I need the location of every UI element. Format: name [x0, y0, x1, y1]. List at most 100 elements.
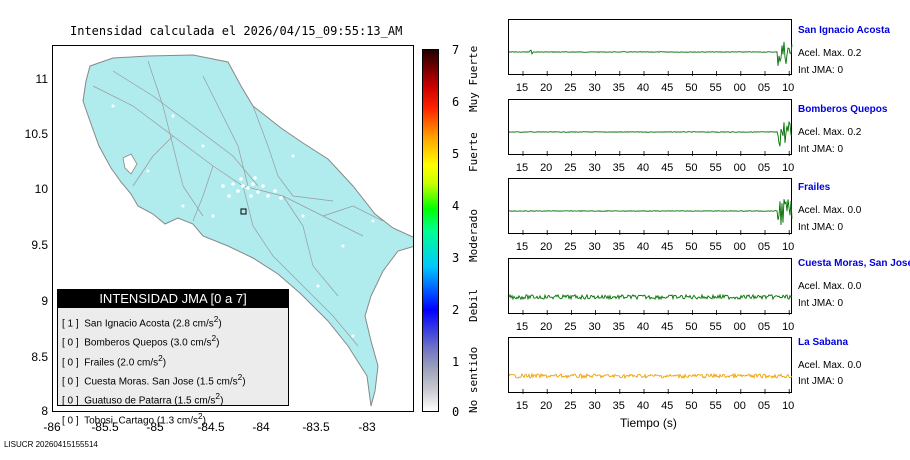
trace-panel-bomberos-quepos[interactable] — [508, 99, 793, 156]
trace-xtick: 40 — [636, 162, 650, 174]
map-xtick: -85 — [146, 420, 164, 434]
trace-xtick: 05 — [757, 400, 771, 412]
trace-xtick: 20 — [540, 400, 553, 412]
intensity-colorbar — [422, 49, 439, 412]
map-ytick: 11 — [35, 72, 48, 86]
colorbar-number: 2 — [452, 303, 460, 317]
trace-xtick: 25 — [564, 82, 577, 94]
trace-xtick: 15 — [515, 400, 529, 412]
trace-xtick: 55 — [709, 82, 722, 94]
trace-xtick: 10 — [782, 321, 795, 333]
map-ytick: 9.5 — [31, 238, 48, 252]
trace-xtick: 05 — [757, 321, 771, 333]
station-jma: Int JMA: 0 — [798, 222, 844, 233]
trace-panel-frailes[interactable] — [508, 178, 793, 235]
waveform-line — [509, 293, 793, 301]
legend-row: [ 0 ] Guatuso de Patarra (1.5 cm/s2) — [62, 391, 224, 407]
map-xtick: -86 — [43, 420, 61, 434]
trace-xtick: 05 — [757, 162, 771, 174]
station-name[interactable]: La Sabana — [798, 337, 849, 348]
legend-title: INTENSIDAD JMA [0 a 7] — [58, 290, 288, 308]
colorbar-word: Debil — [467, 288, 480, 322]
trace-panel-san-ignacio[interactable] — [508, 19, 793, 76]
colorbar-word: Moderado — [467, 209, 480, 262]
colorbar-number: 5 — [452, 147, 460, 161]
station-name[interactable]: San Ignacio Acosta — [798, 25, 890, 36]
map-xtick: -85.5 — [91, 420, 119, 434]
colorbar-number: 0 — [452, 405, 460, 419]
trace-xtick: 20 — [540, 162, 553, 174]
trace-xtick: 40 — [636, 82, 650, 94]
station-acel: Acel. Max. 0.0 — [798, 205, 862, 216]
trace-xtick: 55 — [709, 241, 722, 253]
station-jma: Int JMA: 0 — [798, 376, 844, 387]
nicoya-gulf — [122, 153, 138, 175]
colorbar-number: 4 — [452, 199, 460, 213]
trace-xtick: 30 — [588, 400, 601, 412]
station-jma: Int JMA: 0 — [798, 144, 844, 155]
waveform-line — [509, 199, 793, 226]
trace-panel-la-sabana[interactable] — [508, 337, 793, 394]
trace-xtick: 45 — [661, 162, 674, 174]
intensity-legend: INTENSIDAD JMA [0 a 7] [ 1 ] San Ignacio… — [57, 289, 289, 426]
trace-xtick: 20 — [540, 321, 553, 333]
country-shape — [82, 54, 413, 407]
map-ytick: 10.5 — [24, 127, 48, 141]
trace-xtick: 30 — [588, 162, 601, 174]
trace-xtick: 05 — [757, 82, 771, 94]
trace-xtick: 55 — [709, 400, 722, 412]
map-xtick: -84 — [252, 420, 270, 434]
trace-xtick: 10 — [782, 82, 795, 94]
trace-xtick: 25 — [564, 321, 577, 333]
map-ytick: 8.5 — [31, 350, 48, 364]
map-ytick: 10 — [34, 182, 48, 196]
trace-grid-ticks — [522, 389, 790, 394]
waveform-line — [509, 120, 793, 147]
waveform-line — [509, 372, 793, 380]
trace-xtick: 00 — [733, 400, 746, 412]
trace-xtick: 20 — [540, 82, 553, 94]
trace-xtick: 35 — [612, 400, 625, 412]
seismogram-trace — [509, 41, 793, 76]
trace-xtick: 45 — [661, 400, 674, 412]
trace-xtick: 00 — [733, 321, 746, 333]
trace-xtick: 45 — [661, 82, 674, 94]
road-network — [92, 60, 384, 347]
footer-id: LISUCR 20260415155514 — [4, 440, 98, 449]
trace-xtick: 00 — [733, 82, 746, 94]
station-name[interactable]: Bomberos Quepos — [798, 104, 888, 115]
trace-xtick: 45 — [661, 321, 674, 333]
station-name[interactable]: Cuesta Moras, San Jose — [798, 258, 910, 269]
trace-xtick: 00 — [733, 162, 746, 174]
seismogram-trace — [509, 199, 793, 235]
colorbar-word: Muy Fuerte — [467, 45, 480, 112]
trace-grid-ticks — [522, 310, 790, 315]
trace-grid-ticks — [522, 230, 790, 235]
trace-xtick: 55 — [709, 321, 722, 333]
station-acel: Acel. Max. 0.2 — [798, 48, 862, 59]
colorbar-word: No sentido — [467, 346, 480, 413]
station-jma: Int JMA: 0 — [798, 298, 844, 309]
trace-xtick: 35 — [612, 162, 625, 174]
trace-xtick: 10 — [782, 241, 795, 253]
legend-row: [ 1 ] San Ignacio Acosta (2.8 cm/s2) — [62, 314, 222, 330]
trace-xtick: 50 — [685, 162, 698, 174]
trace-xtick: 50 — [685, 241, 698, 253]
legend-row: [ 0 ] Tobosi. Cartago (1.3 cm/s2) — [62, 410, 206, 426]
colorbar-number: 1 — [452, 355, 460, 369]
costa-rica-map — [82, 54, 413, 407]
colorbar-number: 7 — [452, 43, 460, 57]
map-xtick: -83 — [358, 420, 376, 434]
station-name[interactable]: Frailes — [798, 182, 831, 193]
trace-xtick: 45 — [661, 241, 674, 253]
colorbar-word: Fuerte — [467, 132, 480, 172]
trace-xtick: 30 — [588, 321, 601, 333]
trace-xtick: 15 — [515, 241, 529, 253]
legend-row: [ 0 ] Bomberos Quepos (3.0 cm/s2) — [62, 333, 220, 349]
trace-xtick: 50 — [685, 82, 698, 94]
map-title: Intensidad calculada el 2026/04/15_09:55… — [70, 24, 403, 38]
legend-row: [ 0 ] Frailes (2.0 cm/s2) — [62, 352, 167, 368]
map-xtick: -83.5 — [302, 420, 330, 434]
trace-xtick: 00 — [733, 241, 746, 253]
trace-panel-cuesta-moras[interactable] — [508, 258, 793, 315]
